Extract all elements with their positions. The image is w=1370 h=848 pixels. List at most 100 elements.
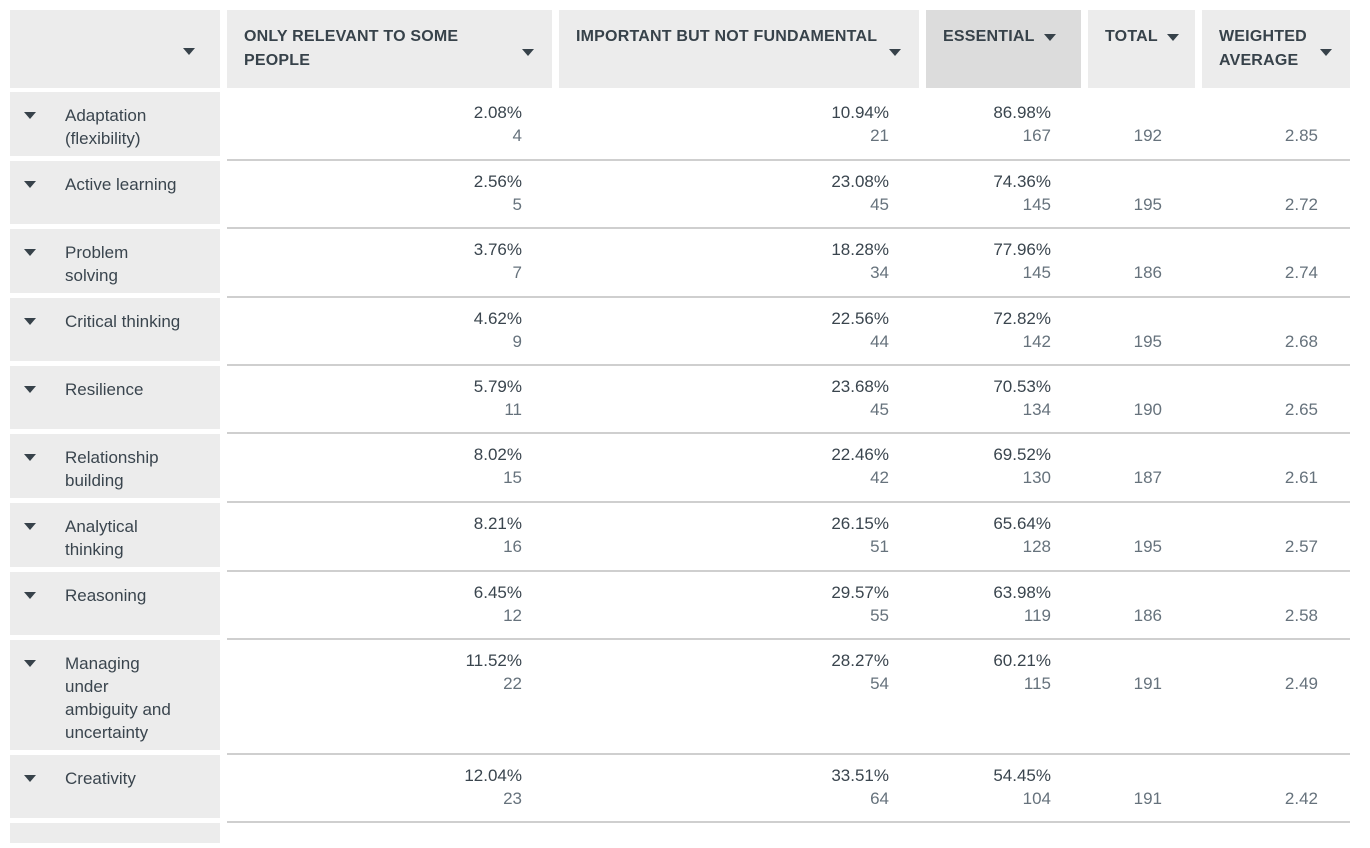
answer-cell: 29.57% 55: [559, 572, 919, 638]
chevron-down-icon: [889, 48, 901, 56]
answer-cell: 26.15% 51: [559, 503, 919, 570]
row-header-cell[interactable]: Analytical thinking: [10, 503, 220, 567]
percent-value: 29.57%: [831, 583, 889, 602]
chevron-down-icon: [522, 48, 534, 56]
total-value: 191: [1133, 674, 1162, 693]
total-cell: 190: [1088, 366, 1195, 432]
count-value: 11: [504, 400, 522, 419]
row-label: Problem solving: [65, 243, 129, 285]
percent-value: 65.64%: [993, 514, 1051, 533]
percent-value: 60.21%: [993, 651, 1051, 670]
column-header-row-labels[interactable]: [10, 10, 220, 88]
row-header-cell[interactable]: Resilience: [10, 366, 220, 429]
percent-value: 22.56%: [831, 309, 889, 328]
total-cell: 191: [1088, 640, 1195, 753]
percent-value: 2.56%: [473, 172, 522, 191]
answer-cell: 3.76% 7: [227, 229, 552, 296]
percent-value: 22.46%: [831, 445, 889, 464]
count-value: 130: [1022, 468, 1051, 487]
weighted-average-value: 2.65: [1284, 400, 1318, 419]
chevron-down-icon: [24, 386, 36, 393]
answer-cell: 23.68% 45: [559, 366, 919, 432]
weighted-average-value: 2.68: [1284, 332, 1318, 351]
percent-value: 6.45%: [473, 583, 522, 602]
row-header-cell[interactable]: Creativity: [10, 755, 220, 818]
column-header-only-relevant[interactable]: ONLY RELEVANT TO SOME PEOPLE: [227, 10, 552, 88]
percent-value: 72.82%: [993, 309, 1051, 328]
count-value: 4: [512, 126, 522, 145]
column-header-important-not-fundamental[interactable]: IMPORTANT BUT NOT FUNDAMENTAL: [559, 10, 919, 88]
weighted-average-value: 2.49: [1284, 674, 1318, 693]
weighted-average-value: 2.85: [1284, 126, 1318, 145]
row-label: Creativity: [65, 769, 136, 788]
table-row: Managing under ambiguity and uncertainty…: [10, 640, 1350, 755]
weighted-average-value: 2.42: [1284, 789, 1318, 808]
percent-value: 11.52%: [465, 651, 522, 670]
column-header-total[interactable]: TOTAL: [1088, 10, 1195, 88]
count-value: 16: [503, 537, 522, 556]
total-value: 192: [1133, 126, 1162, 145]
row-label: Critical thinking: [65, 312, 181, 331]
count-value: 23: [503, 789, 522, 808]
count-value: 42: [870, 468, 889, 487]
count-value: 115: [1023, 674, 1051, 693]
percent-value: 28.27%: [831, 651, 889, 670]
row-header-cell[interactable]: Critical thinking: [10, 298, 220, 361]
answer-cell: 86.98% 167: [926, 92, 1081, 159]
table-row: Analytical thinking 8.21% 16 26.15% 51 6…: [10, 503, 1350, 572]
count-value: 5: [512, 195, 522, 214]
total-value: 186: [1133, 606, 1162, 625]
answer-cell: 22.56% 44: [559, 298, 919, 364]
row-header-cell[interactable]: Problem solving: [10, 229, 220, 293]
column-header-label: ONLY RELEVANT TO SOME PEOPLE: [244, 28, 459, 69]
column-header-weighted-average[interactable]: WEIGHTED AVERAGE: [1202, 10, 1350, 88]
weighted-average-cell: 2.61: [1202, 434, 1350, 501]
table-row: Active learning 2.56% 5 23.08% 45 74.36%…: [10, 161, 1350, 229]
weighted-average-cell: 2.85: [1202, 92, 1350, 159]
count-value: 119: [1023, 606, 1051, 625]
chevron-down-icon: [24, 454, 36, 461]
answer-cell: 2.08% 4: [227, 92, 552, 159]
row-header-cell[interactable]: Active learning: [10, 161, 220, 224]
answer-cell: 5.79% 11: [227, 366, 552, 432]
column-header-essential[interactable]: ESSENTIAL: [926, 10, 1081, 88]
answer-cell: 6.45% 12: [227, 572, 552, 638]
weighted-average-cell: 2.42: [1202, 755, 1350, 821]
weighted-average-cell: 2.49: [1202, 640, 1350, 753]
answer-cell: 11.52% 22: [227, 640, 552, 753]
row-header-cell[interactable]: Reasoning: [10, 572, 220, 635]
count-value: 55: [870, 606, 889, 625]
count-value: 54: [870, 674, 889, 693]
column-header-label: TOTAL: [1105, 28, 1158, 45]
answer-cell: 77.96% 145: [926, 229, 1081, 296]
count-value: 45: [870, 400, 889, 419]
count-value: 64: [870, 789, 889, 808]
table-row: Creativity 12.04% 23 33.51% 64 54.45% 10…: [10, 755, 1350, 823]
weighted-average-cell: 2.65: [1202, 366, 1350, 432]
percent-value: 69.52%: [993, 445, 1051, 464]
row-header-cell[interactable]: Adaptation (flexibility): [10, 92, 220, 156]
count-value: 167: [1022, 126, 1051, 145]
total-value: 187: [1133, 468, 1162, 487]
percent-value: 33.51%: [831, 766, 889, 785]
chevron-down-icon: [1166, 34, 1179, 41]
count-value: 142: [1022, 332, 1051, 351]
weighted-average-value: 2.61: [1284, 468, 1318, 487]
weighted-average-cell: 2.72: [1202, 161, 1350, 227]
row-label: Relationship building: [65, 448, 159, 490]
percent-value: 74.36%: [993, 172, 1051, 191]
answer-cell: 33.51% 64: [559, 755, 919, 821]
count-value: 9: [512, 332, 522, 351]
percent-value: 8.21%: [473, 514, 522, 533]
answer-cell: 70.53% 134: [926, 366, 1081, 432]
row-header-cell[interactable]: Managing under ambiguity and uncertainty: [10, 640, 220, 750]
total-cell: 186: [1088, 229, 1195, 296]
count-value: 145: [1022, 195, 1051, 214]
total-cell: 195: [1088, 161, 1195, 227]
answer-cell: 22.46% 42: [559, 434, 919, 501]
total-cell: 187: [1088, 434, 1195, 501]
total-value: 186: [1133, 263, 1162, 282]
percent-value: 10.94%: [831, 103, 889, 122]
row-header-cell[interactable]: Relationship building: [10, 434, 220, 498]
count-value: 45: [870, 195, 889, 214]
